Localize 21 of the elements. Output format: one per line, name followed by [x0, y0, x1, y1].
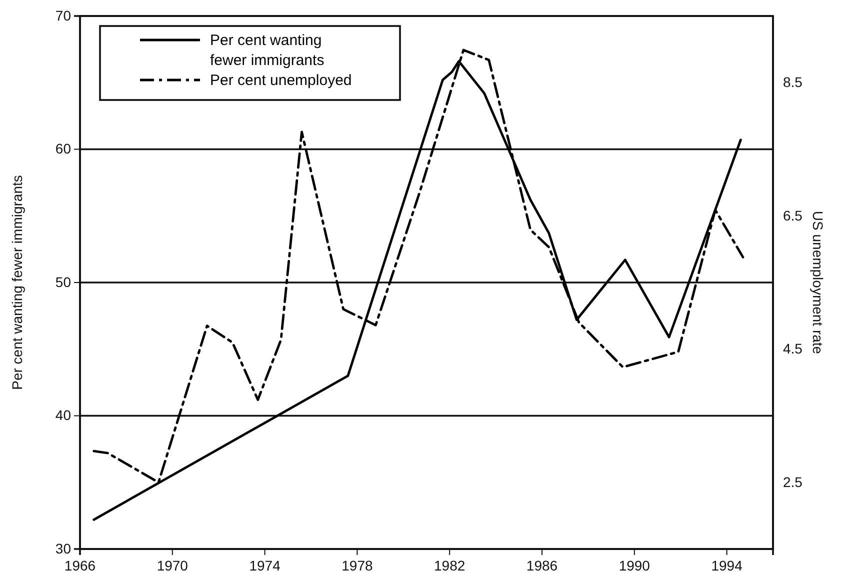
y2-tick-label: 4.5 [783, 340, 803, 357]
x-tick-label: 1966 [64, 558, 96, 574]
x-tick-label: 1990 [618, 558, 650, 574]
x-tick-label: 1986 [526, 558, 558, 574]
legend-label: Per cent unemployed [210, 72, 352, 89]
x-tick-label: 1994 [711, 558, 743, 574]
y-tick-label: 40 [55, 407, 72, 424]
y-axis-title: Per cent wanting fewer immigrants [9, 175, 25, 390]
y2-tick-label: 8.5 [783, 74, 803, 90]
x-tick-label: 1978 [342, 558, 373, 574]
y-tick-label: 50 [55, 274, 72, 290]
y2-tick-label: 2.5 [783, 474, 803, 490]
y-tick-label: 70 [55, 7, 72, 24]
y2-tick-label: 6.5 [783, 207, 803, 224]
y2-axis-title: US unemployment rate [810, 210, 826, 354]
x-tick-label: 1970 [156, 558, 188, 574]
legend-label: Per cent wanting fewer immigrants [210, 32, 324, 69]
x-tick-label: 1974 [249, 558, 281, 574]
y-tick-label: 30 [55, 540, 72, 556]
y-tick-label: 60 [55, 140, 72, 157]
x-tick-label: 1982 [434, 558, 466, 574]
